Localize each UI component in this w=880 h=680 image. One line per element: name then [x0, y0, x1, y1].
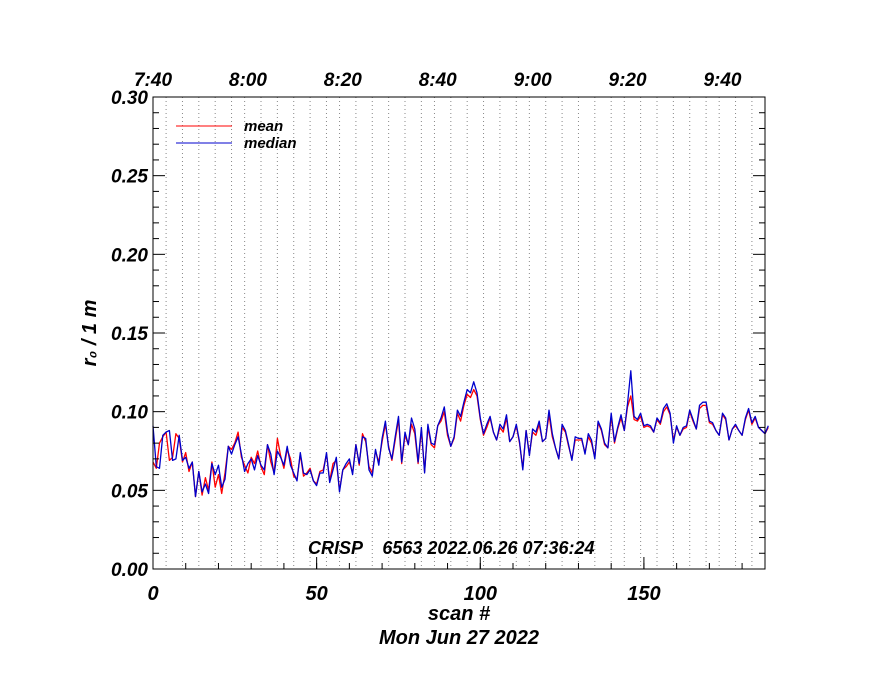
x-axis-date-label: Mon Jun 27 2022 — [379, 627, 539, 649]
x-tick-label: 50 — [306, 583, 328, 605]
top-axis-time-label: 9:20 — [609, 70, 647, 91]
y-axis-label: r₀ / 1 m — [79, 300, 101, 367]
y-tick-label: 0.05 — [111, 481, 148, 502]
top-axis-time-label: 8:00 — [229, 70, 267, 91]
top-axis-time-label: 8:40 — [419, 70, 457, 91]
dotted-grid — [152, 97, 753, 569]
y-tick-label: 0.30 — [111, 88, 148, 109]
series-layer — [152, 370, 769, 498]
y-tick-label: 0.15 — [111, 324, 148, 345]
axes-layer: 0 50 100 150 0.00 0.05 0.10 0.15 0.20 0.25 0.307:4… — [111, 70, 765, 605]
y-tick-label: 0.10 — [111, 403, 148, 424]
legend: mean median — [176, 118, 297, 152]
series-mean-line — [152, 388, 769, 498]
series-median-line — [152, 370, 769, 498]
top-axis-time-label: 7:40 — [134, 70, 172, 91]
y-tick-label: 0.20 — [111, 245, 148, 266]
x-axis-label: scan # — [428, 603, 491, 625]
x-tick-label: 100 — [464, 583, 497, 605]
top-axis-time-label: 9:40 — [703, 70, 741, 91]
x-tick-label: 0 — [147, 583, 158, 605]
legend-median-label: median — [244, 135, 297, 152]
top-axis-time-label: 8:20 — [324, 70, 362, 91]
chart-annotation: CRISP 6563 2022.06.26 07:36:24 — [308, 538, 595, 558]
legend-mean-label: mean — [244, 118, 283, 135]
x-tick-label: 150 — [627, 583, 660, 605]
y-tick-label: 0.25 — [111, 167, 148, 188]
y-tick-label: 0.00 — [111, 560, 148, 581]
top-axis-time-label: 9:00 — [514, 70, 552, 91]
